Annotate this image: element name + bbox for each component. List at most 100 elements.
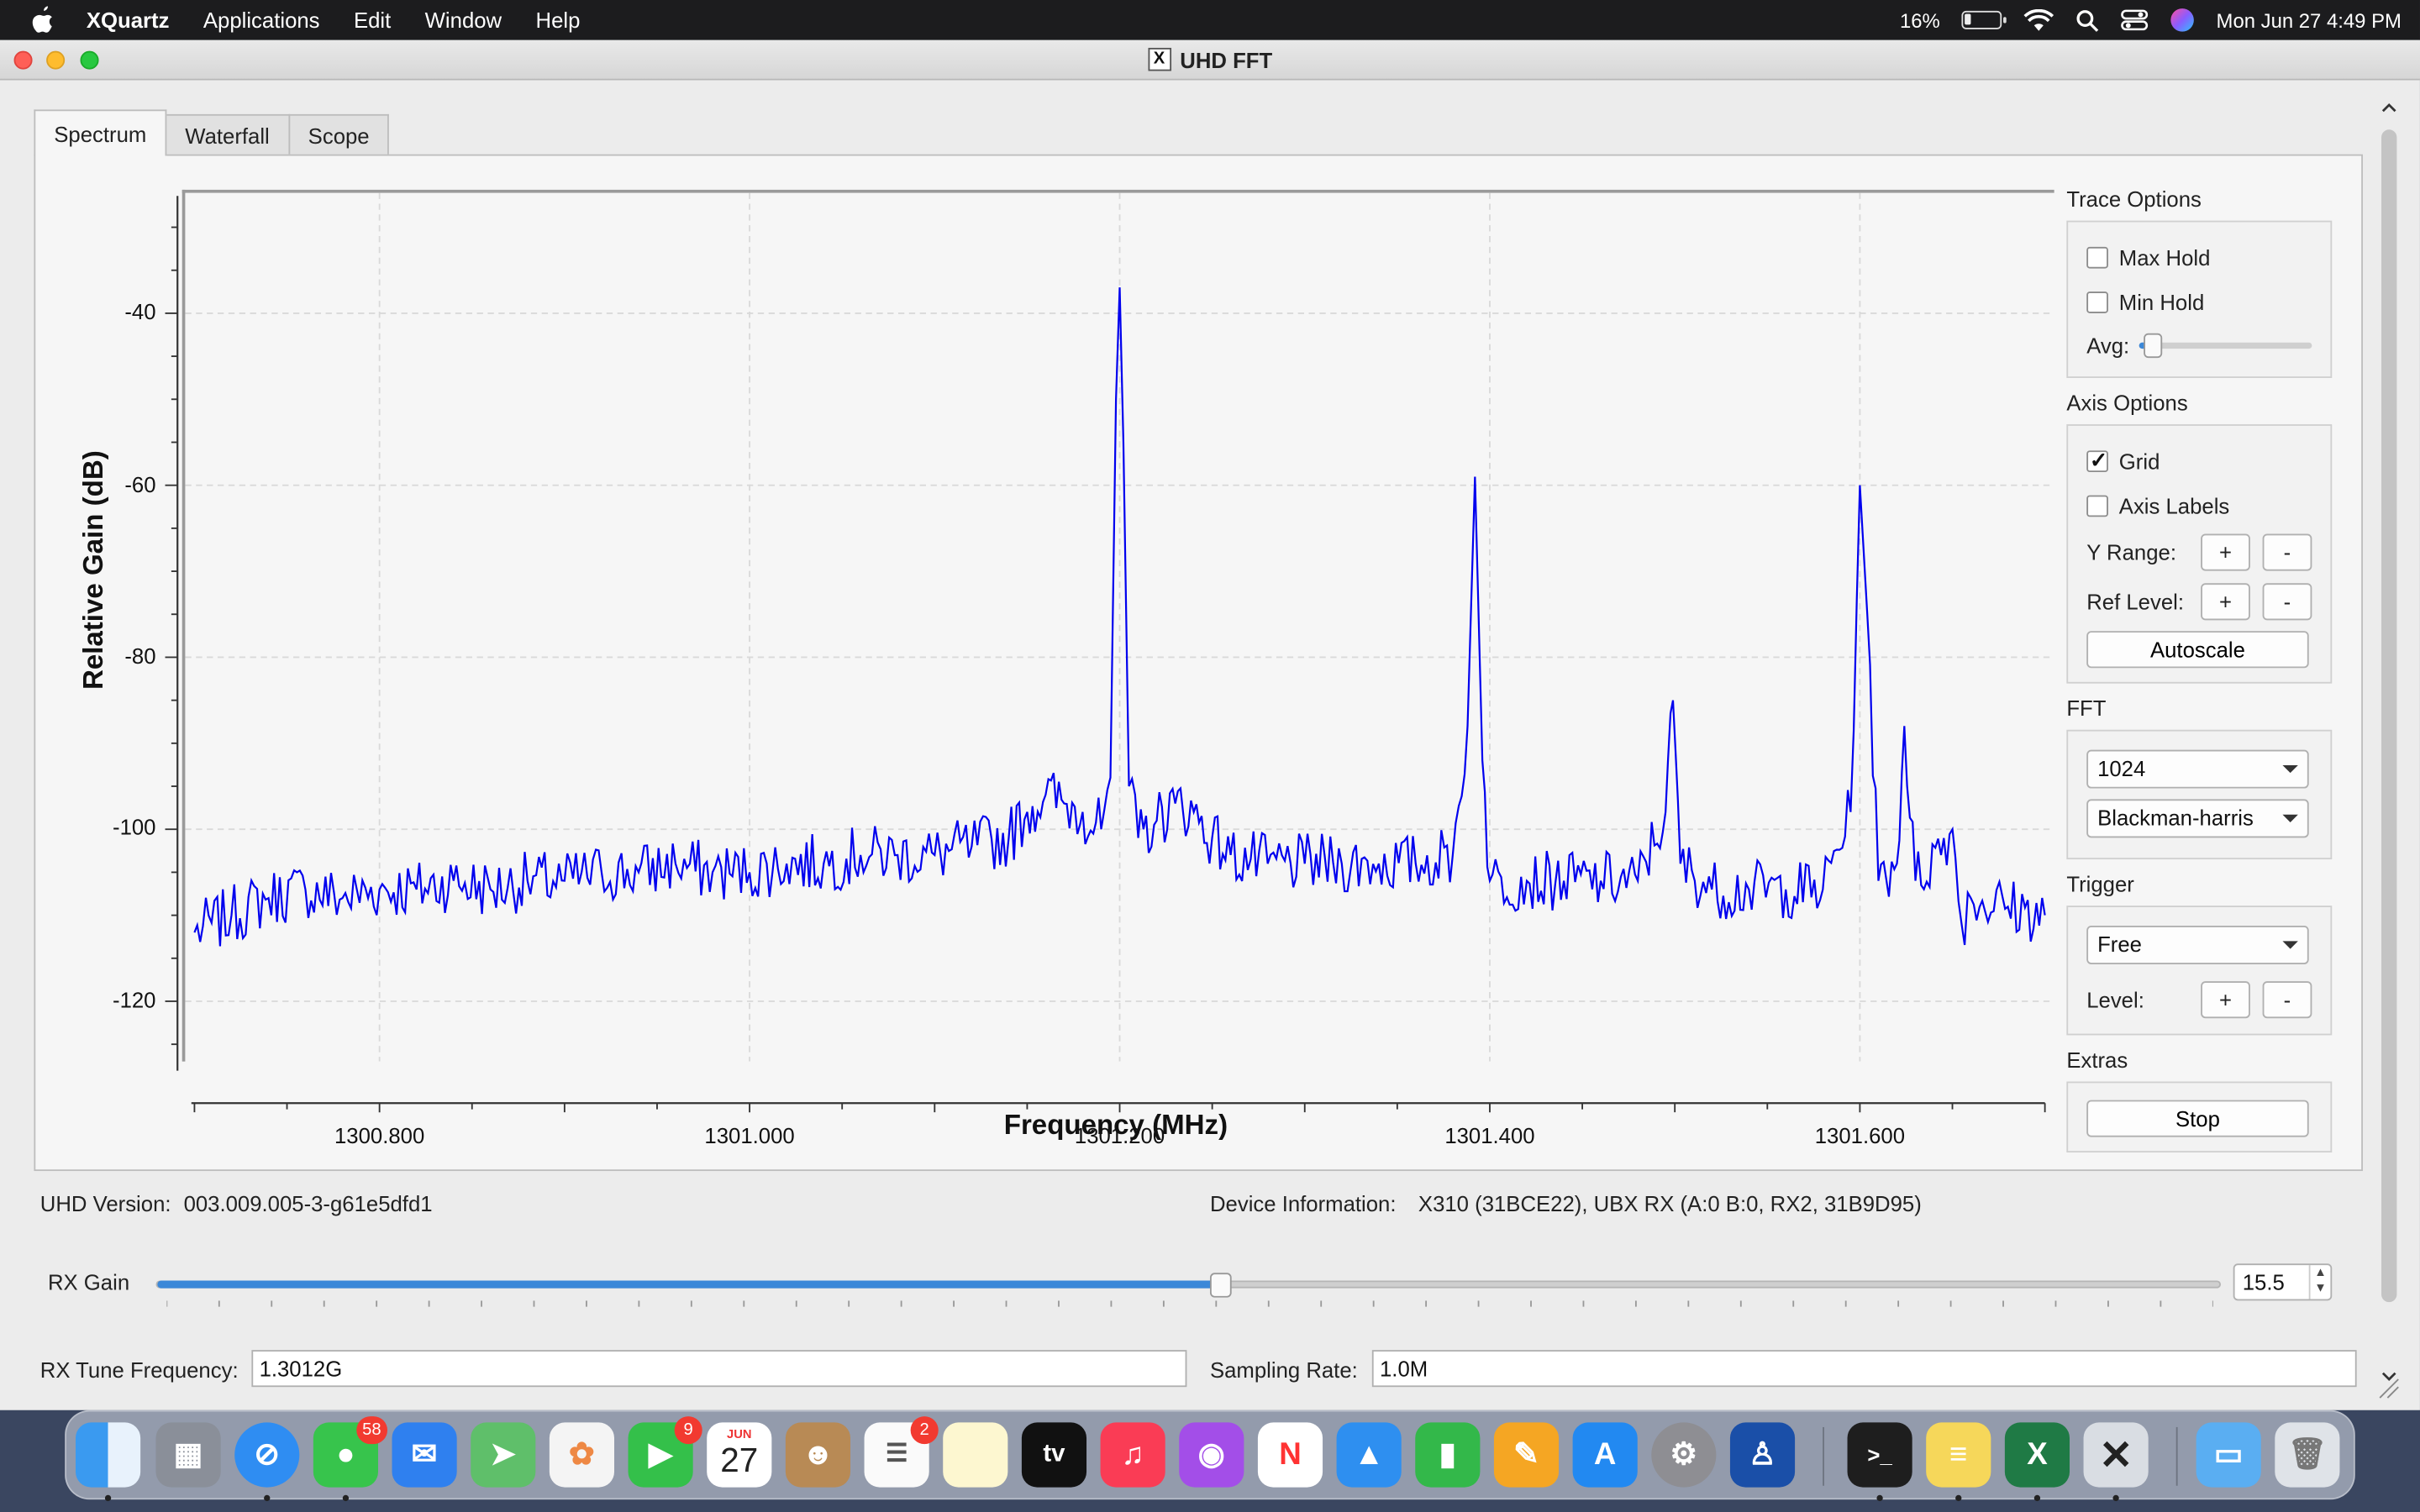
tv-icon[interactable]: tv bbox=[1021, 1422, 1087, 1488]
uhd-version-value: 003.009.005-3-g61e5dfd1 bbox=[183, 1190, 433, 1216]
menu-applications[interactable]: Applications bbox=[203, 8, 320, 33]
chevron-down-icon bbox=[2282, 765, 2298, 774]
downloads-folder-icon[interactable]: ▭ bbox=[2196, 1422, 2261, 1488]
control-center-icon[interactable] bbox=[2121, 9, 2149, 31]
menu-bar: XQuartz Applications Edit Window Help 16… bbox=[0, 0, 2420, 40]
menu-window[interactable]: Window bbox=[424, 8, 502, 33]
battery-percent: 16% bbox=[1899, 8, 1940, 32]
trigger-level-minus-button[interactable]: - bbox=[2262, 981, 2312, 1019]
close-button[interactable] bbox=[13, 50, 33, 70]
pages-icon[interactable]: ✎ bbox=[1493, 1422, 1560, 1488]
search-icon[interactable] bbox=[2075, 8, 2099, 32]
menu-app-name[interactable]: XQuartz bbox=[86, 8, 170, 33]
siri-icon[interactable] bbox=[2170, 8, 2194, 32]
x-tick-label: 1301.200 bbox=[1074, 1123, 1165, 1148]
fft-window-select[interactable]: Blackman-harris bbox=[2086, 799, 2309, 838]
fft-size-value: 1024 bbox=[2097, 755, 2146, 781]
zoom-button[interactable] bbox=[80, 50, 99, 70]
rx-gain-value: 15.5 bbox=[2242, 1269, 2285, 1294]
terminal-icon[interactable]: >_ bbox=[1847, 1422, 1912, 1488]
contacts-icon[interactable]: ☻ bbox=[785, 1422, 851, 1488]
axis-labels-checkbox[interactable]: Axis Labels bbox=[2086, 483, 2312, 528]
calendar-icon[interactable]: JUN 27 bbox=[707, 1422, 772, 1488]
spectrum-plot-canvas bbox=[185, 192, 2054, 1062]
spectrum-plot[interactable] bbox=[182, 189, 2054, 1062]
tab-spectrum[interactable]: Spectrum bbox=[34, 109, 167, 156]
stop-button[interactable]: Stop bbox=[2086, 1100, 2309, 1137]
rx-gain-ticks bbox=[166, 1300, 2213, 1307]
fft-title: FFT bbox=[2066, 696, 2107, 721]
wifi-icon[interactable] bbox=[2023, 8, 2054, 32]
x-tick-label: 1301.000 bbox=[704, 1123, 795, 1148]
autoscale-button[interactable]: Autoscale bbox=[2086, 631, 2309, 669]
battery-icon[interactable] bbox=[1961, 10, 2007, 29]
axis-labels-label: Axis Labels bbox=[2118, 492, 2230, 518]
max-hold-checkbox[interactable]: Max Hold bbox=[2086, 234, 2312, 279]
xquartz-icon[interactable]: ✕ bbox=[2083, 1422, 2149, 1488]
menu-clock[interactable]: Mon Jun 27 4:49 PM bbox=[2216, 8, 2402, 32]
window-scrollbar[interactable] bbox=[2377, 99, 2402, 1403]
y-range-row: Y Range: + - bbox=[2086, 528, 2312, 577]
facetime-icon[interactable]: ▶ 9 bbox=[628, 1416, 702, 1488]
tab-waterfall[interactable]: Waterfall bbox=[165, 113, 290, 156]
launchpad-icon[interactable]: ▦ bbox=[155, 1422, 221, 1488]
checkbox-box[interactable] bbox=[2086, 494, 2108, 517]
finder-icon[interactable] bbox=[75, 1422, 141, 1488]
x-tick-label: 1300.800 bbox=[334, 1123, 425, 1148]
minimize-button[interactable] bbox=[46, 50, 66, 70]
system-preferences-icon[interactable]: ⚙ bbox=[1651, 1422, 1717, 1488]
avg-slider-handle[interactable] bbox=[2143, 333, 2162, 359]
tv-label: tv bbox=[1043, 1441, 1065, 1467]
trash-icon[interactable]: 🗑 bbox=[2275, 1422, 2340, 1488]
checkbox-box[interactable] bbox=[2086, 245, 2108, 268]
y-range-plus-button[interactable]: + bbox=[2201, 533, 2250, 571]
x-tick-label: 1301.600 bbox=[1814, 1123, 1906, 1148]
ref-level-label: Ref Level: bbox=[2086, 589, 2185, 615]
y-tick-label: -40 bbox=[124, 299, 156, 324]
avg-slider[interactable] bbox=[2139, 333, 2312, 359]
window-titlebar[interactable]: X UHD FFT bbox=[0, 39, 2420, 81]
rx-gain-slider[interactable] bbox=[155, 1273, 2222, 1298]
excel-icon[interactable]: X bbox=[2004, 1422, 2070, 1488]
keynote-icon[interactable]: ▲ bbox=[1336, 1422, 1402, 1488]
stickies-running-dot bbox=[1955, 1494, 1962, 1502]
game-controller-icon[interactable]: ♙ bbox=[1729, 1422, 1796, 1488]
checkbox-box[interactable] bbox=[2086, 447, 2108, 473]
podcasts-icon[interactable]: ◉ bbox=[1179, 1422, 1244, 1488]
fft-size-select[interactable]: 1024 bbox=[2086, 749, 2309, 789]
checkbox-box[interactable] bbox=[2086, 291, 2108, 312]
grid-checkbox[interactable]: Grid bbox=[2086, 438, 2312, 483]
apple-icon[interactable] bbox=[31, 6, 55, 34]
mail-icon[interactable]: ✉ bbox=[392, 1422, 457, 1488]
menu-help[interactable]: Help bbox=[535, 8, 581, 33]
safari-icon[interactable]: ⊘ bbox=[234, 1422, 300, 1488]
y-range-minus-button[interactable]: - bbox=[2262, 533, 2312, 571]
terminal-running-dot bbox=[1876, 1494, 1883, 1502]
notes-icon[interactable] bbox=[943, 1422, 1008, 1488]
x11-icon: X bbox=[1147, 47, 1171, 71]
ref-level-minus-button[interactable]: - bbox=[2262, 583, 2312, 621]
menu-edit[interactable]: Edit bbox=[353, 8, 392, 33]
sampling-rate-input[interactable]: 1.0M bbox=[1371, 1350, 2357, 1388]
rx-gain-spinbox[interactable]: 15.5 ▲ ▼ bbox=[2233, 1263, 2333, 1301]
stickies-icon[interactable]: ≡ bbox=[1926, 1422, 1991, 1488]
maps-icon[interactable]: ➤ bbox=[471, 1422, 536, 1488]
trigger-mode-value: Free bbox=[2097, 932, 2142, 957]
news-icon[interactable]: N bbox=[1257, 1422, 1323, 1488]
reminders-icon[interactable]: ☰ 2 bbox=[864, 1416, 939, 1488]
tab-scope[interactable]: Scope bbox=[287, 113, 390, 156]
chevron-down-icon bbox=[2282, 814, 2298, 822]
min-hold-checkbox[interactable]: Min Hold bbox=[2086, 279, 2312, 323]
music-icon[interactable]: ♫ bbox=[1100, 1422, 1165, 1488]
photos-icon[interactable]: ✿ bbox=[549, 1422, 615, 1488]
ref-level-plus-button[interactable]: + bbox=[2201, 583, 2250, 621]
trigger-mode-select[interactable]: Free bbox=[2086, 926, 2309, 964]
messages-icon[interactable]: ● 58 bbox=[313, 1416, 388, 1488]
excel-running-dot bbox=[2033, 1494, 2041, 1502]
numbers-icon[interactable]: ▮ bbox=[1415, 1422, 1481, 1488]
rx-gain-slider-handle[interactable] bbox=[1210, 1273, 1233, 1298]
rx-tune-input[interactable]: 1.3012G bbox=[251, 1350, 1187, 1388]
app-store-icon[interactable]: A bbox=[1572, 1422, 1638, 1488]
trigger-level-plus-button[interactable]: + bbox=[2201, 981, 2250, 1019]
spin-arrows-icon[interactable]: ▲ ▼ bbox=[2308, 1265, 2331, 1299]
